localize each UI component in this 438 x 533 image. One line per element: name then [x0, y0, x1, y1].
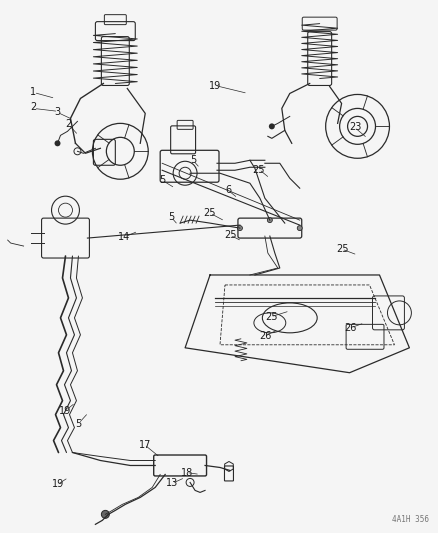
Text: 5: 5 — [75, 419, 81, 429]
Circle shape — [237, 225, 242, 231]
Text: 25: 25 — [252, 165, 265, 175]
Text: 5: 5 — [190, 155, 196, 165]
Circle shape — [54, 140, 60, 147]
Text: 25: 25 — [224, 230, 236, 240]
Text: 2: 2 — [30, 102, 36, 112]
Text: 23: 23 — [348, 122, 360, 132]
Text: 19: 19 — [51, 480, 64, 489]
Text: 13: 13 — [166, 479, 178, 488]
Text: 3: 3 — [54, 107, 60, 117]
Circle shape — [267, 217, 272, 223]
Text: 17: 17 — [138, 440, 151, 450]
Text: 25: 25 — [203, 208, 215, 219]
Text: 1: 1 — [30, 87, 36, 97]
Circle shape — [297, 225, 301, 231]
Text: 6: 6 — [225, 185, 231, 196]
Text: 5: 5 — [168, 212, 174, 222]
Text: 26: 26 — [259, 330, 271, 341]
Circle shape — [101, 511, 109, 518]
Circle shape — [268, 123, 274, 130]
Text: 5: 5 — [159, 175, 166, 185]
Text: 2: 2 — [65, 119, 71, 129]
Text: 18: 18 — [180, 468, 192, 478]
Text: 19: 19 — [208, 81, 221, 91]
Text: 26: 26 — [344, 322, 356, 333]
Text: 19: 19 — [59, 406, 71, 416]
Text: 14: 14 — [118, 232, 131, 243]
Text: 25: 25 — [335, 245, 347, 254]
Text: 25: 25 — [264, 312, 277, 322]
Text: 4A1H 356: 4A1H 356 — [392, 515, 428, 524]
